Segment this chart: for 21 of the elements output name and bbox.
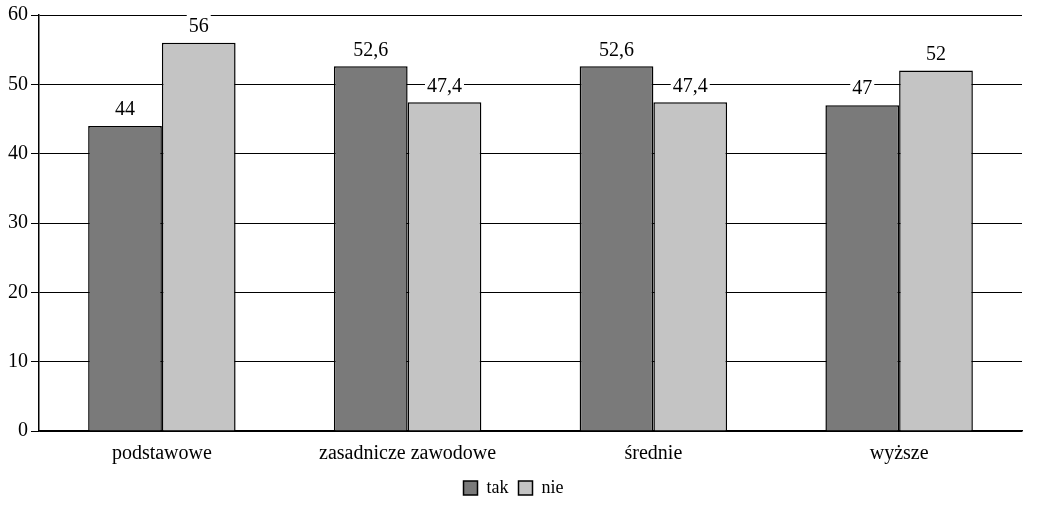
data-label: 56 — [188, 13, 209, 36]
x-tick-label: podstawowe — [111, 441, 212, 465]
data-label: 52,6 — [353, 37, 389, 60]
data-label: 52,6 — [599, 37, 635, 60]
legend-label: tak — [486, 476, 509, 497]
y-tick-label: 0 — [18, 418, 28, 441]
legend-label: nie — [541, 476, 564, 497]
y-tick-label: 10 — [8, 348, 28, 371]
data-label: 47,4 — [672, 73, 708, 96]
x-tick-label: zasadnicze zawodowe — [319, 441, 497, 464]
x-tick-label: wyższe — [869, 441, 929, 465]
x-tick-label: średnie — [624, 441, 683, 464]
y-tick-label: 60 — [8, 2, 28, 25]
y-tick-label: 40 — [8, 140, 28, 163]
y-tick-label: 30 — [8, 210, 28, 233]
data-label: 47,4 — [426, 73, 462, 96]
data-label: 47 — [852, 76, 873, 99]
data-label: 44 — [115, 97, 136, 120]
y-tick-label: 50 — [8, 71, 28, 94]
y-tick-label: 20 — [8, 279, 28, 302]
data-label: 52 — [925, 41, 946, 64]
